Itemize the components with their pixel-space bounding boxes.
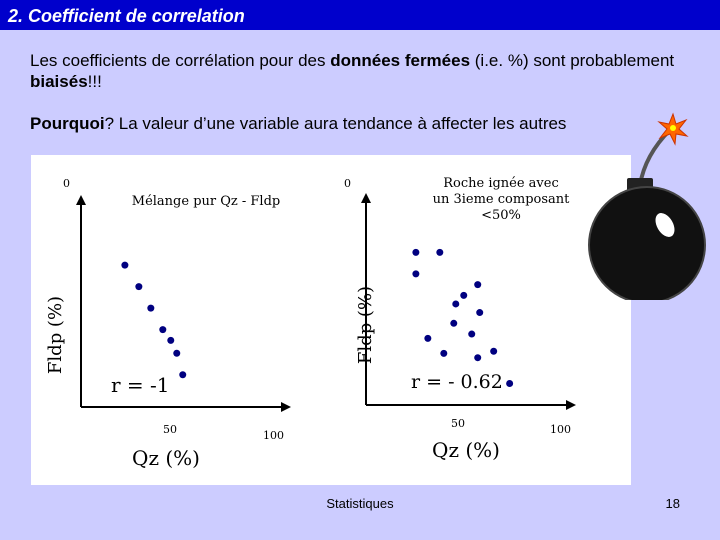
data-point-1 [506, 380, 514, 387]
bomb-icon [588, 112, 706, 300]
data-point-1 [424, 334, 432, 342]
y-axis-arrow-0 [76, 195, 86, 205]
chart-title-0: Mélange pur Qz - Fldp [132, 194, 280, 209]
chart-title-line-1: un 3ieme composant [433, 192, 571, 207]
footer-label: Statistiques [326, 496, 394, 511]
data-point-0 [147, 304, 155, 312]
data-point-0 [167, 336, 175, 344]
title-bar: 2. Coefficient de correlation [0, 0, 720, 30]
intro-pre: Les coefficients de corrélation pour des [30, 51, 331, 70]
y-axis-label-1: Fldp (%) [355, 286, 376, 364]
x-axis-arrow-1 [566, 400, 576, 410]
intro-bold-closed-data: données fermées [330, 51, 471, 70]
data-point-0 [135, 283, 143, 291]
why-text: Pourquoi? La valeur d’une variable aura … [30, 114, 690, 134]
charts-panel: 0 50 100 50 100 Mélange pur Qz - Fldp Fldp (%)… [31, 65, 631, 485]
data-point-0 [121, 261, 129, 269]
slide-title: 2. Coefficient de correlation [8, 6, 245, 26]
x-tick-label-1: 50 [451, 417, 465, 430]
data-point-1 [452, 300, 460, 308]
y-tick-label-1: 0 [344, 177, 351, 190]
data-point-1 [440, 349, 448, 357]
intro-mid: (i.e. %) sont probablement [470, 51, 675, 70]
x-axis-label-1: Qz (%) [432, 438, 500, 462]
intro-post: !!! [87, 72, 102, 91]
data-point-1 [490, 347, 498, 355]
y-axis-label-0: Fldp (%) [45, 296, 66, 374]
intro-bold-biased: biaisés [30, 72, 88, 91]
x-tick-label-0: 100 [263, 429, 284, 442]
why-rest: ? La valeur d’une variable aura tendance… [104, 114, 567, 133]
y-axis-arrow-1 [361, 193, 371, 203]
charts-svg: 0 50 100 50 100 Mélange pur Qz - Fldp Fldp (%)… [45, 65, 576, 470]
data-point-1 [412, 248, 420, 256]
data-point-1 [474, 354, 482, 362]
intro-text: Les coefficients de corrélation pour des… [30, 50, 690, 92]
data-point-1 [460, 291, 468, 299]
correlation-annotation-1: r = - 0.62 [411, 371, 503, 393]
x-tick-label-1: 100 [550, 423, 571, 436]
data-point-1 [436, 248, 444, 256]
chart-title-line-1: Roche ignée avec [443, 176, 559, 191]
x-axis-label-0: Qz (%) [132, 446, 200, 470]
data-point-1 [468, 330, 476, 338]
data-point-0 [159, 326, 167, 334]
chart-title-line-1: <50% [481, 208, 521, 223]
y-tick-label-0: 0 [63, 177, 70, 190]
data-point-1 [450, 319, 458, 327]
data-point-1 [476, 309, 484, 317]
x-tick-label-0: 50 [163, 423, 177, 436]
data-point-0 [173, 349, 181, 357]
data-point-0 [179, 371, 187, 379]
why-bold: Pourquoi [30, 114, 105, 133]
correlation-annotation-0: r = -1 [111, 373, 170, 397]
data-point-1 [412, 270, 420, 278]
data-point-1 [474, 281, 482, 289]
x-axis-arrow-0 [281, 402, 291, 412]
page-number: 18 [665, 496, 680, 511]
